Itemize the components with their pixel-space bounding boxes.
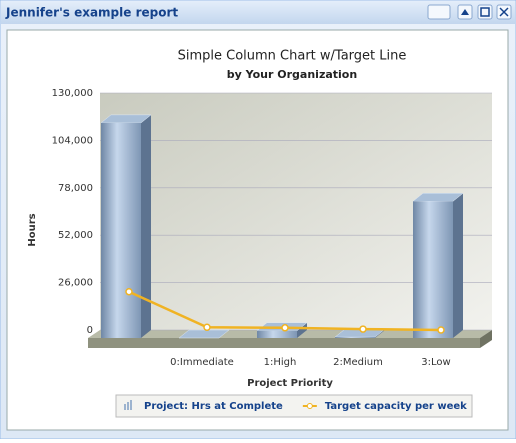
bar-side [141, 114, 151, 338]
y-tick-label: 26,000 [58, 278, 93, 289]
line-marker [359, 325, 367, 333]
legend-icon [124, 404, 126, 410]
bar-side [453, 193, 463, 338]
legend [115, 394, 473, 418]
legend-icon [306, 403, 313, 409]
bar [413, 201, 453, 338]
line-marker [281, 324, 289, 332]
legend-icon [130, 400, 132, 410]
bar [335, 337, 375, 338]
legend-label: Project: Hrs at Complete [144, 401, 283, 412]
y-tick-label: 130,000 [52, 88, 93, 99]
y-tick-label: 52,000 [58, 230, 93, 241]
y-axis-label: Hours [27, 213, 38, 246]
floor-side [480, 330, 492, 348]
x-tick-label: 3:Low [421, 357, 450, 368]
chart-subtitle: by Your Organization [227, 68, 357, 81]
x-tick-label: 2:Medium [333, 357, 383, 368]
window-header [1, 1, 515, 24]
y-tick-label: 104,000 [52, 135, 93, 146]
y-tick-label: 78,000 [58, 183, 93, 194]
x-axis-label: Project Priority [247, 378, 333, 389]
window-title: Jennifer's example report [5, 6, 178, 20]
bar-side [297, 322, 307, 338]
bar [257, 330, 297, 338]
legend-icon [127, 402, 129, 410]
floor-front [88, 338, 480, 348]
bar-top [178, 329, 230, 339]
y-tick-label: 0 [87, 325, 93, 336]
maximize-button[interactable] [477, 4, 493, 20]
line-marker [125, 287, 133, 296]
line-marker [203, 323, 211, 332]
plot-area [100, 93, 492, 330]
x-tick-label: 1:High [264, 357, 297, 368]
menu-button[interactable] [427, 4, 451, 20]
bar [101, 122, 141, 338]
x-tick-label: 0:Immediate [170, 357, 234, 368]
line-marker [437, 326, 445, 334]
header-tools[interactable] [427, 4, 512, 20]
chart-title: Simple Column Chart w/Target Line [178, 49, 407, 64]
legend-label: Target capacity per week [325, 401, 467, 412]
